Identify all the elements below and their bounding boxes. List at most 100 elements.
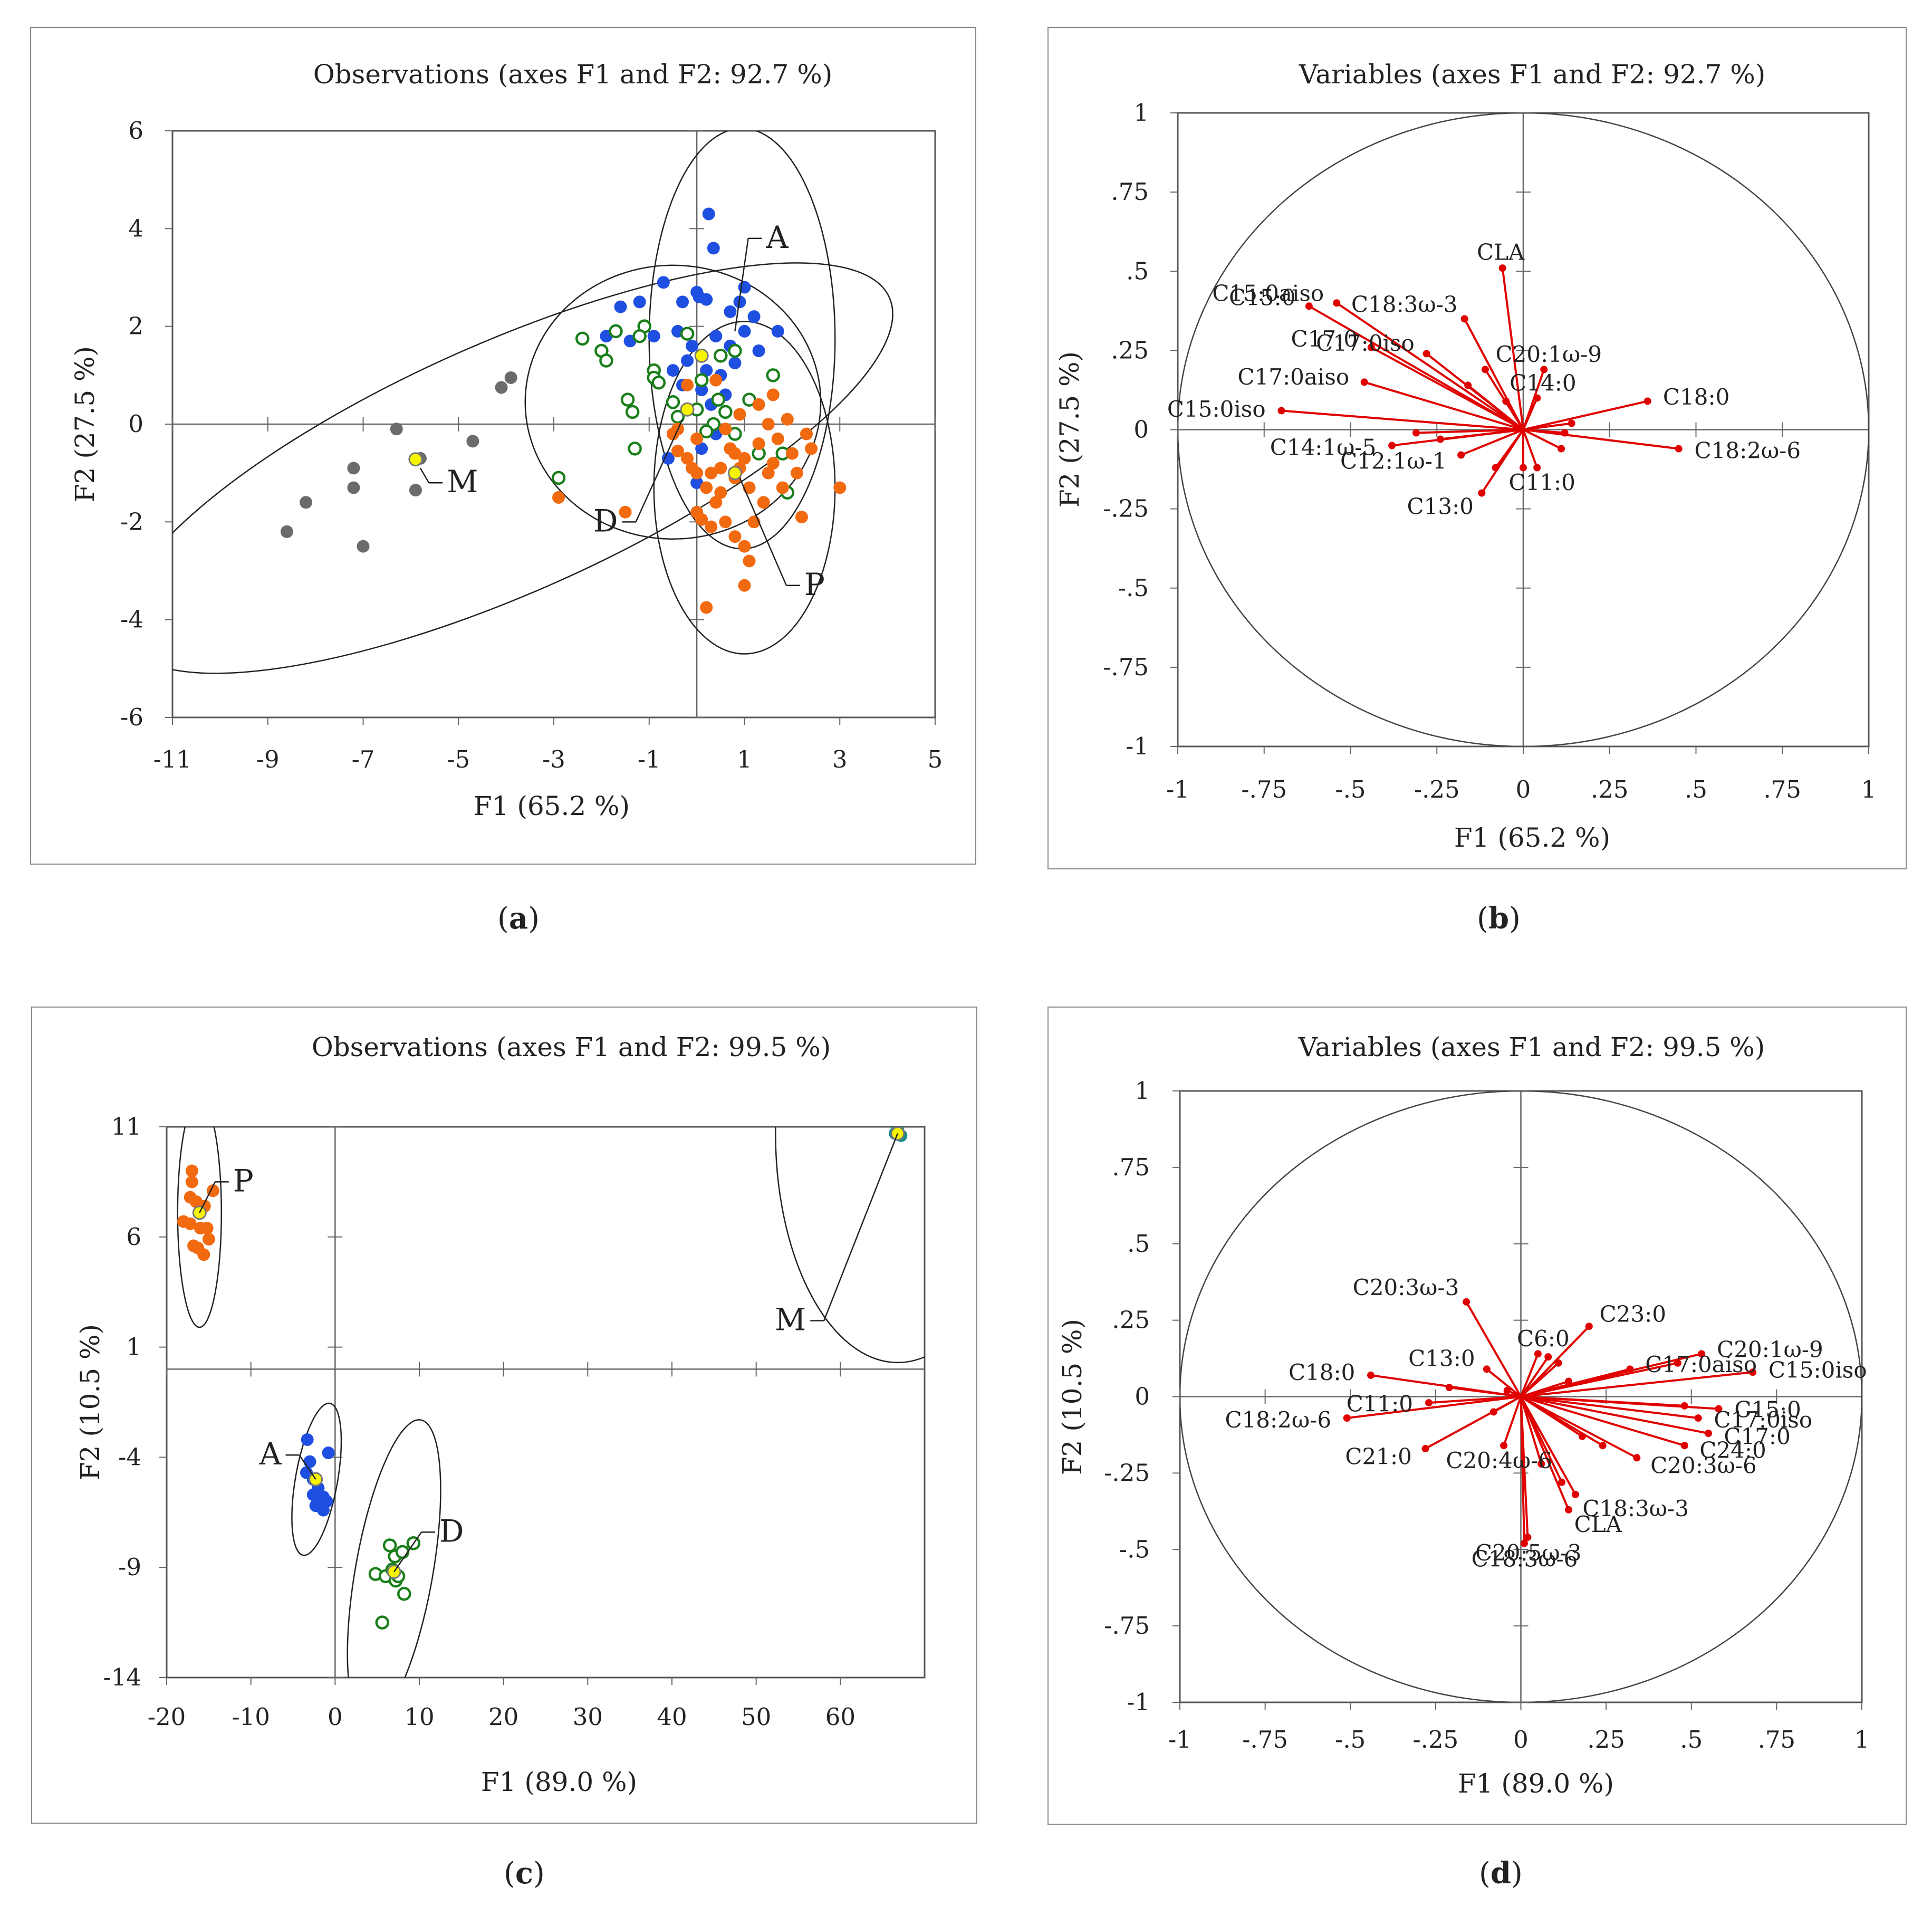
panel-d-variables: -1 -.75 -.5 -.25 0 .25 .5 .75 1 -1 -.75 -.5 -.25 0 .25…	[1047, 1007, 1907, 1891]
variable-label: C15:0iso	[1768, 1357, 1867, 1383]
data-point	[790, 466, 803, 480]
data-point	[395, 1545, 410, 1559]
data-point	[397, 1587, 411, 1601]
loading-point	[1489, 1408, 1497, 1416]
data-point	[724, 305, 737, 318]
annotation-leader	[199, 1181, 216, 1213]
loading-point	[1503, 1386, 1511, 1394]
caption-letter: d	[1491, 1856, 1511, 1891]
data-point	[700, 481, 713, 494]
loading-vector	[1465, 1301, 1522, 1397]
data-point	[301, 1433, 314, 1446]
loading-vector	[1501, 267, 1524, 430]
chart-title: Variables (axes F1 and F2: 99.5 %)	[1298, 1032, 1765, 1062]
data-point	[738, 324, 751, 338]
loading-vector	[1520, 1362, 1559, 1397]
x-tick-label: 1	[1861, 775, 1877, 803]
data-point	[619, 505, 632, 519]
x-tick-label: -10	[232, 1703, 270, 1731]
x-tick-label: .25	[1587, 1726, 1625, 1754]
group-label-A: A	[259, 1436, 282, 1472]
series-centroids	[408, 348, 742, 481]
data-point	[695, 513, 708, 526]
loading-point	[1674, 1359, 1681, 1367]
loading-vector	[1523, 428, 1565, 434]
loading-vector	[1520, 1325, 1590, 1397]
data-point	[752, 437, 765, 451]
y-tick-label: 1	[1135, 1077, 1150, 1105]
data-point	[609, 324, 623, 339]
data-point	[670, 409, 685, 424]
data-point	[714, 349, 728, 363]
x-tick-label: -20	[148, 1703, 186, 1731]
loading-vector	[1520, 1396, 1563, 1483]
y-tick-label: -9	[118, 1553, 141, 1581]
y-tick-label: -4	[120, 606, 143, 634]
x-tick-label: 0	[1513, 1726, 1529, 1754]
data-point	[680, 327, 695, 341]
group-label-A: A	[766, 219, 789, 255]
loading-point	[1500, 1442, 1508, 1450]
variable-label: C23:0	[1599, 1301, 1666, 1327]
loading-point	[1445, 1384, 1453, 1392]
loading-point	[1498, 264, 1506, 272]
data-point	[185, 1175, 198, 1189]
loading-vector	[1416, 428, 1524, 434]
data-point	[695, 384, 708, 397]
data-point	[719, 423, 732, 436]
data-point	[707, 242, 720, 255]
data-point	[728, 530, 742, 543]
loading-point	[1544, 1353, 1552, 1361]
y-tick-label: 0	[1135, 1383, 1150, 1411]
y-tick-label: -.75	[1103, 653, 1149, 681]
y-tick-label: -1	[1126, 732, 1149, 760]
data-point	[666, 364, 679, 377]
variable-label: C20:1ω-9	[1496, 341, 1602, 367]
x-tick-label: -5	[447, 745, 470, 773]
loading-vector	[1494, 429, 1524, 468]
data-point	[705, 520, 718, 533]
x-axis-label: F1 (89.0 %)	[1458, 1768, 1614, 1799]
group-label-M: M	[447, 464, 478, 500]
loading-point	[1643, 397, 1651, 405]
loading-point	[1457, 451, 1465, 459]
data-point	[303, 1455, 316, 1468]
loading-vector	[1521, 1395, 1698, 1420]
panel-frame	[1047, 1007, 1907, 1825]
loading-point	[1749, 1368, 1757, 1376]
loading-vector	[1520, 1396, 1525, 1544]
variable-label: C11:0	[1347, 1391, 1413, 1416]
loading-point	[1333, 299, 1341, 307]
loading-vector	[1523, 422, 1572, 431]
loading-point	[1367, 343, 1375, 351]
data-point	[700, 293, 713, 306]
loading-vector	[1336, 302, 1524, 431]
variable-label: C20:3ω-3	[1353, 1275, 1459, 1300]
x-tick-label: -.25	[1414, 775, 1460, 803]
x-tick-label: -11	[153, 745, 191, 773]
loading-point	[1478, 489, 1486, 497]
variable-label: C14:0	[1510, 370, 1576, 396]
loading-vector	[1493, 1395, 1522, 1413]
variable-label: C14:1ω-5	[1270, 434, 1377, 460]
loading-vector	[1520, 1395, 1685, 1447]
data-point	[620, 392, 635, 407]
variable-label: C18:0	[1663, 384, 1729, 410]
data-point	[781, 413, 794, 426]
y-tick-label: 4	[128, 214, 143, 242]
variable-label: C12:1ω-1	[1340, 448, 1447, 474]
y-axis-label: F2 (10.5 %)	[1057, 1319, 1088, 1475]
variable-label: C18:3ω-3	[1351, 291, 1458, 317]
variable-label: C6:0	[1517, 1326, 1570, 1352]
chart-title: Variables (axes F1 and F2: 92.7 %)	[1299, 59, 1766, 90]
data-point	[200, 1222, 214, 1235]
loading-vector	[1522, 397, 1539, 430]
data-point	[795, 511, 808, 524]
panel-caption: (a)	[497, 901, 540, 936]
confidence-ellipse-A	[291, 1402, 342, 1556]
plot-inner	[1178, 113, 1869, 746]
confidence-ellipse-M	[172, 262, 893, 674]
loading-point	[1599, 1442, 1607, 1450]
loading-vector	[1281, 409, 1524, 431]
